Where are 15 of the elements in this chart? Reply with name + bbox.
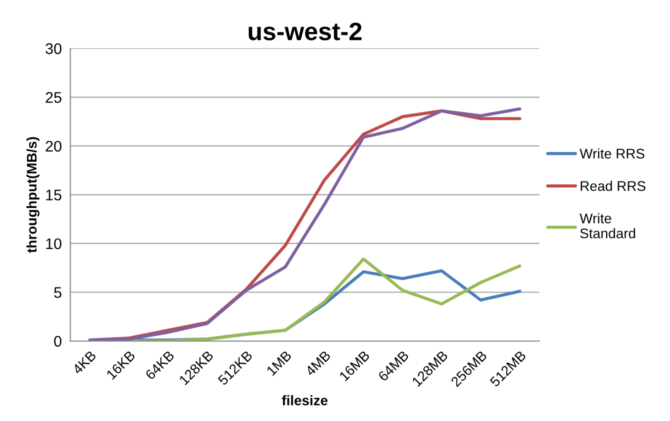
- x-axis-title: filesize: [282, 395, 328, 406]
- x-tick-label: 4MB: [304, 350, 331, 376]
- y-tick-label: 20: [46, 140, 62, 152]
- chart-title: us-west-2: [248, 22, 362, 40]
- y-tick-label: 5: [54, 287, 62, 298]
- y-axis-title: throughput(MB/s): [26, 137, 40, 253]
- y-tick-label: 0: [54, 336, 62, 347]
- x-tick-label: 4KB: [72, 350, 96, 375]
- y-tick-label: 15: [46, 190, 62, 200]
- y-tick-label: 30: [46, 43, 62, 54]
- y-tick-label: 10: [46, 238, 62, 250]
- legend-label: Write Standard: [580, 213, 636, 238]
- y-tick-label: 25: [46, 92, 62, 103]
- legend-label: Write RRS: [580, 148, 644, 159]
- legend-label: Read RRS: [580, 180, 646, 191]
